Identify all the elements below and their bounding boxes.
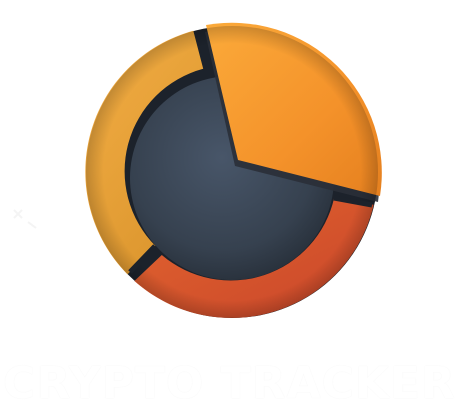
faint-mark-icon (13, 209, 37, 229)
separator-line (333, 195, 373, 208)
logo-wordmark: CRYPTO TRACKER (3, 358, 456, 409)
separator-line (128, 244, 157, 274)
